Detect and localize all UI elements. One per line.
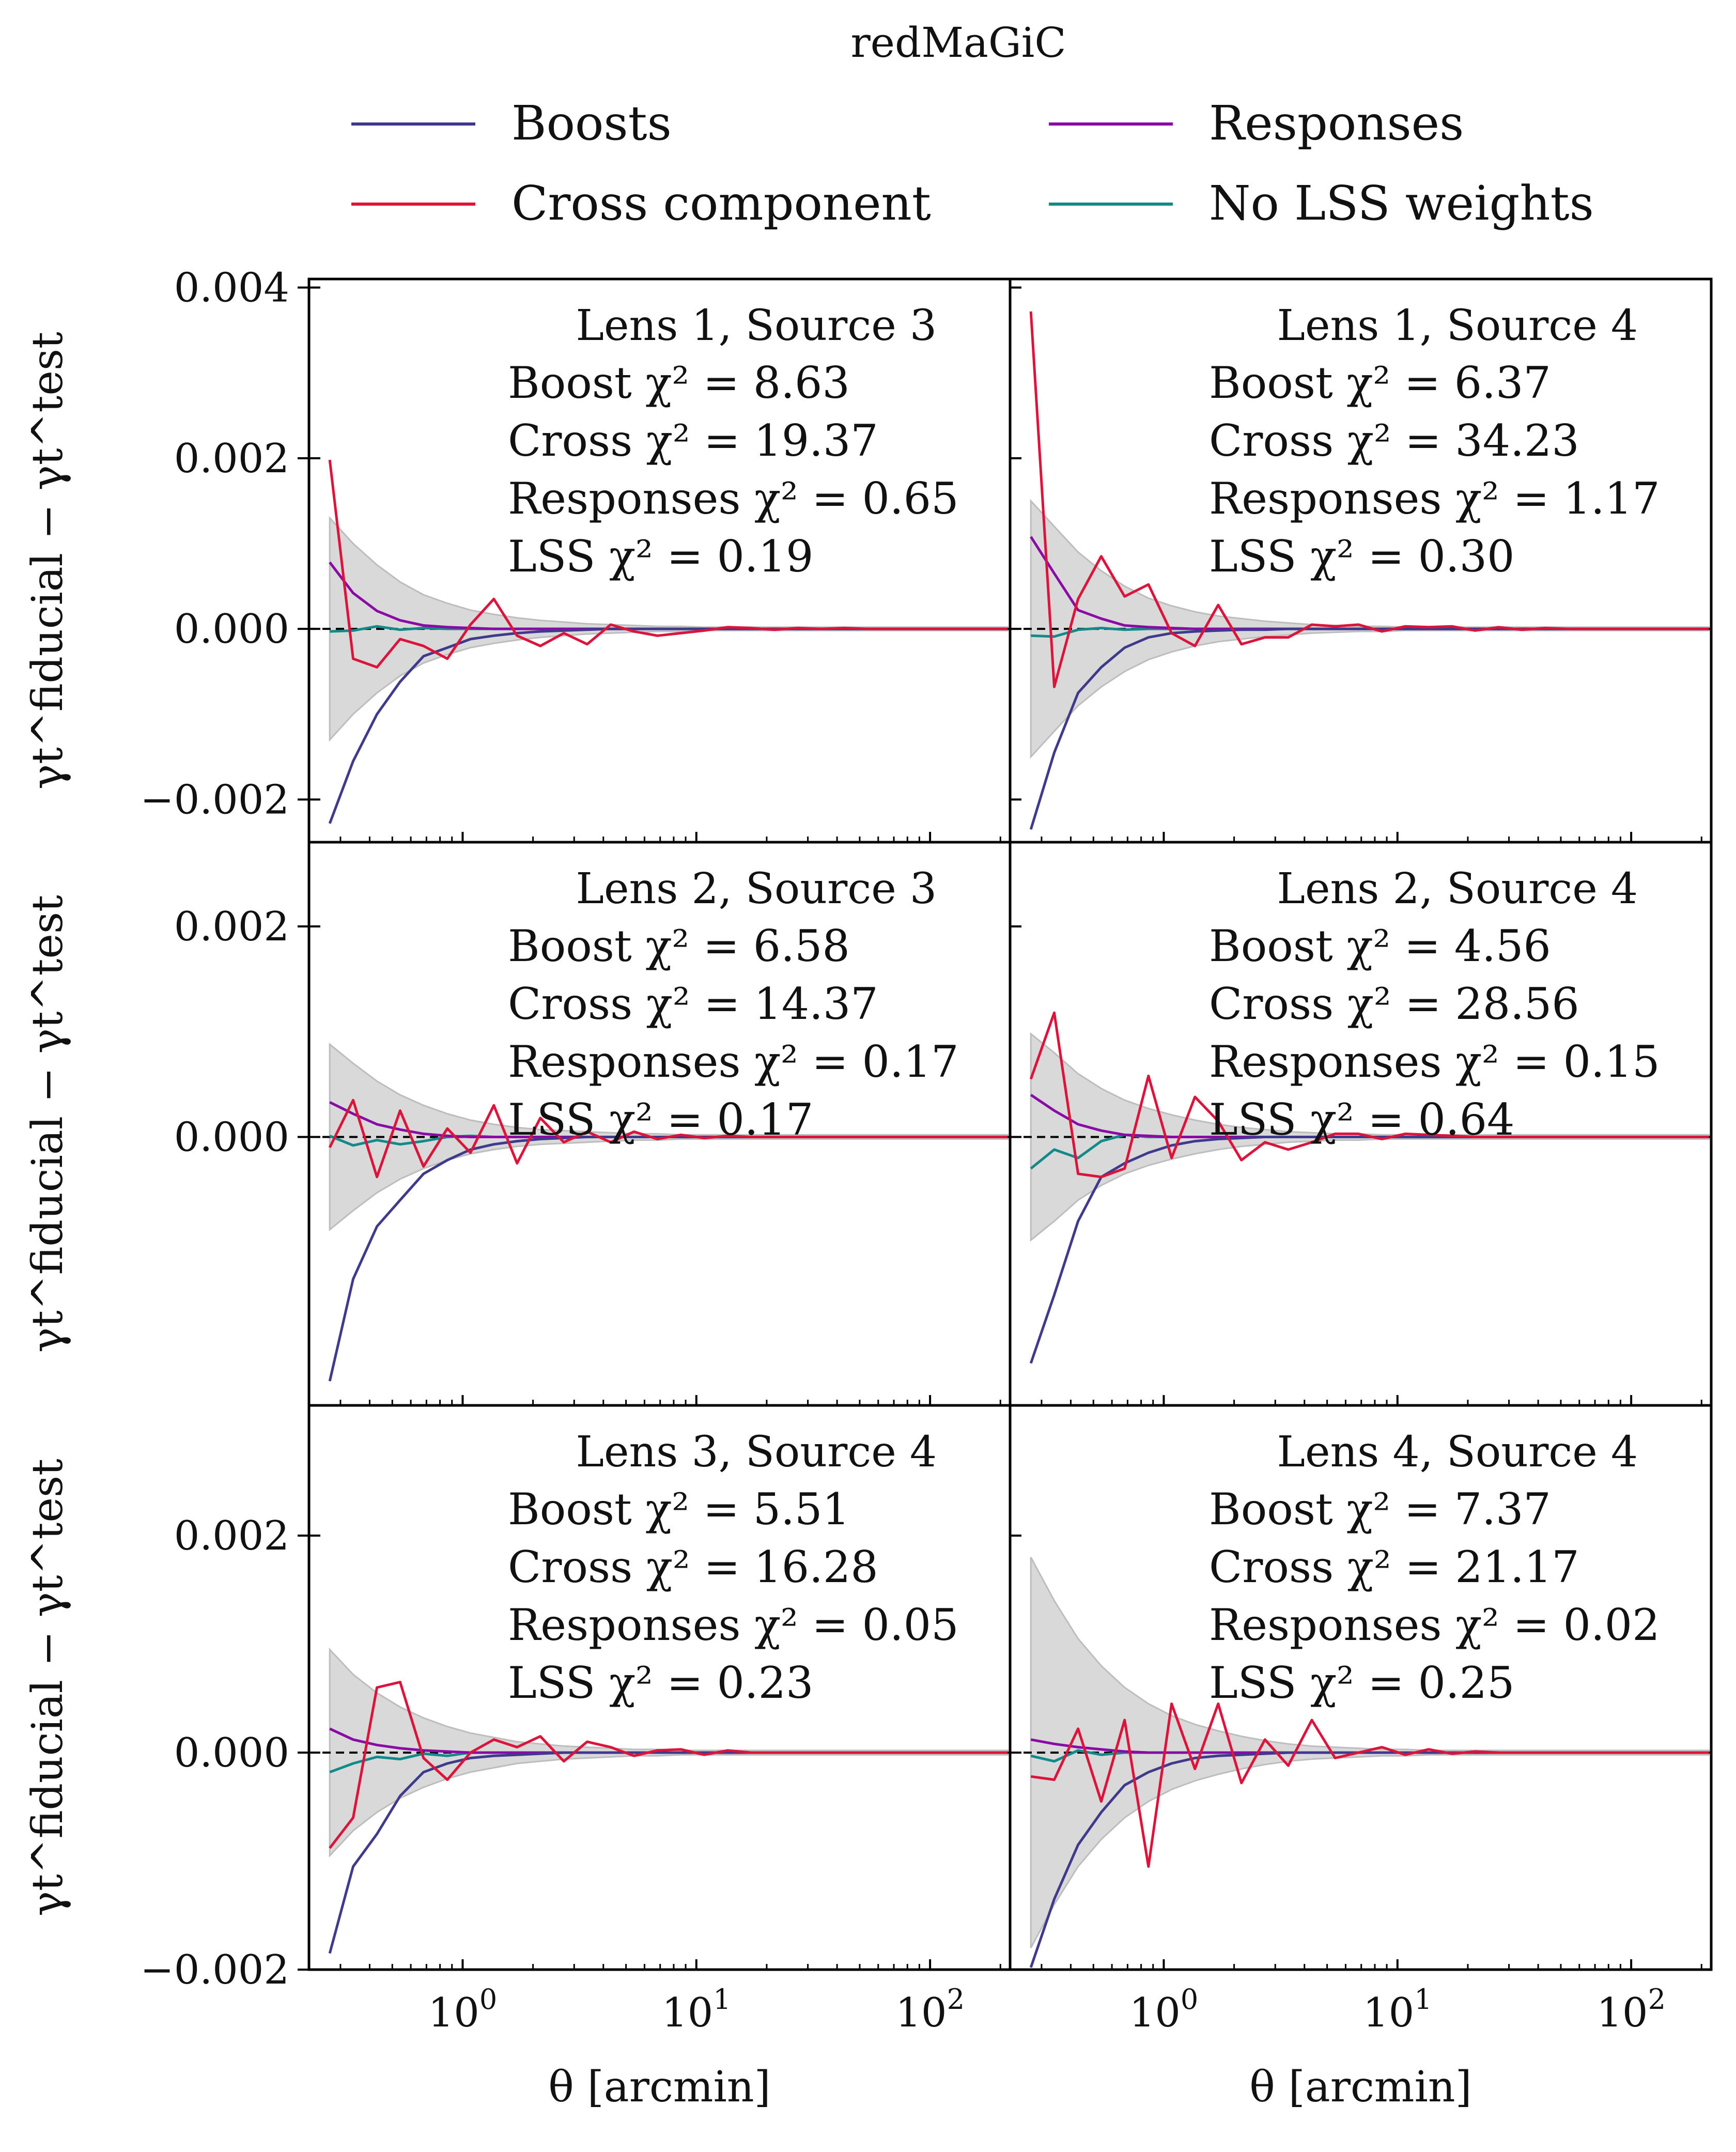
legend-label-lss: No LSS weights	[1209, 176, 1594, 231]
y-axis-title: γt^fiducial − γt^test	[23, 332, 72, 789]
y-tick-label: 0.000	[174, 606, 289, 653]
series-line-cross	[1029, 1011, 1709, 1179]
series-line-cross	[329, 1681, 1008, 1849]
panel-title: Lens 3, Source 4	[576, 1428, 937, 1477]
lss-chi2: LSS χ² = 0.30	[1209, 531, 1515, 582]
series-line-cross	[1030, 1702, 1709, 1868]
panel-1: −0.002 0.000 0.002 0.004 γt^fiducial − γt^te…	[23, 265, 1012, 844]
lss-chi2: LSS χ² = 0.23	[508, 1658, 814, 1708]
y-tick-label: 0.002	[174, 1513, 289, 1559]
x-axis-title: θ [arcmin]	[1249, 2063, 1471, 2112]
y-axis-title: γt^fiducial − γt^test	[23, 1459, 72, 1916]
responses-chi2: Responses χ² = 0.65	[508, 473, 959, 524]
y-tick-label: 0.002	[174, 436, 289, 482]
panel-plot-area	[309, 1043, 1010, 1382]
panel-title: Lens 1, Source 3	[576, 301, 937, 350]
panel-plot-area	[1010, 1557, 1711, 1968]
legend-label-cross: Cross component	[512, 176, 931, 231]
x-tick-exponent: 0	[479, 1983, 497, 2016]
x-tick-base: 10	[428, 1990, 479, 2036]
legend-label-boost: Boosts	[512, 96, 672, 151]
responses-chi2: Responses χ² = 0.17	[508, 1036, 959, 1087]
x-tick-base: 10	[1129, 1990, 1181, 2036]
x-tick-label: 100	[428, 1983, 498, 2036]
lss-chi2: LSS χ² = 0.64	[1209, 1094, 1515, 1145]
cross-chi2: Cross χ² = 28.56	[1209, 979, 1579, 1029]
panel-title: Lens 2, Source 3	[576, 864, 937, 914]
y-tick-label: 0.004	[174, 265, 289, 312]
cross-chi2: Cross χ² = 34.23	[1209, 415, 1579, 466]
lss-chi2: LSS χ² = 0.25	[1209, 1658, 1515, 1708]
lss-chi2: LSS χ² = 0.17	[508, 1094, 814, 1145]
boost-chi2: Boost χ² = 7.37	[1209, 1484, 1551, 1535]
y-tick-label: −0.002	[140, 777, 289, 823]
series-line-cross	[328, 1098, 1008, 1179]
y-axis-title: γt^fiducial − γt^test	[23, 895, 72, 1353]
series-line-cross	[328, 459, 1008, 669]
y-tick-label: −0.002	[140, 1947, 289, 1993]
cross-chi2: Cross χ² = 14.37	[508, 979, 878, 1029]
x-tick-label: 102	[895, 1983, 965, 2036]
legend: Boosts Responses Cross component No LSS …	[351, 96, 1594, 231]
boost-chi2: Boost χ² = 5.51	[508, 1484, 850, 1535]
lss-chi2: LSS χ² = 0.19	[508, 531, 814, 582]
panel-plot-area	[309, 459, 1010, 824]
series-line-boost	[328, 1136, 1008, 1382]
x-tick-base: 10	[662, 1990, 713, 2036]
x-tick-exponent: 2	[1648, 1983, 1666, 2016]
y-tick-label: 0.002	[174, 904, 289, 950]
x-tick-exponent: 1	[713, 1983, 731, 2016]
x-tick-exponent: 2	[947, 1983, 965, 2016]
x-tick-exponent: 0	[1181, 1983, 1198, 2016]
panel-title: Lens 4, Source 4	[1277, 1428, 1638, 1477]
panel-plot-area	[309, 1647, 1010, 1954]
responses-chi2: Responses χ² = 1.17	[1209, 473, 1660, 524]
x-tick-label: 101	[662, 1983, 731, 2036]
panel-plot-area	[1010, 311, 1711, 830]
panel-2: Lens 1, Source 4 Boost χ² = 6.37 Cross χ² …	[1009, 277, 1713, 844]
legend-label-responses: Responses	[1209, 96, 1464, 151]
x-tick-base: 10	[1363, 1990, 1414, 2036]
x-axis-title: θ [arcmin]	[548, 2063, 770, 2112]
x-tick-base: 10	[1597, 1990, 1648, 2036]
boost-chi2: Boost χ² = 6.37	[1209, 358, 1551, 408]
panel-3: 0.000 0.002 γt^fiducial − γt^test Lens 2, S…	[23, 841, 1012, 1407]
boost-chi2: Boost χ² = 8.63	[508, 358, 850, 408]
responses-chi2: Responses χ² = 0.15	[1209, 1036, 1660, 1087]
figure-title: redMaGiC	[850, 19, 1066, 67]
y-tick-label: 0.000	[174, 1114, 289, 1160]
x-tick-label: 102	[1597, 1983, 1666, 2036]
panel-title: Lens 2, Source 4	[1277, 864, 1638, 914]
x-tick-base: 10	[895, 1990, 947, 2036]
responses-chi2: Responses χ² = 0.02	[1209, 1600, 1660, 1650]
x-tick-label: 100	[1129, 1983, 1199, 2036]
x-tick-label: 101	[1363, 1983, 1432, 2036]
x-tick-exponent: 1	[1414, 1983, 1432, 2016]
cross-chi2: Cross χ² = 16.28	[508, 1542, 878, 1592]
panel-4: Lens 2, Source 4 Boost χ² = 4.56 Cross χ² …	[1009, 841, 1713, 1407]
boost-chi2: Boost χ² = 6.58	[508, 921, 850, 971]
panel-plot-area	[1010, 1011, 1711, 1364]
panel-title: Lens 1, Source 4	[1277, 301, 1638, 350]
cross-chi2: Cross χ² = 21.17	[1209, 1542, 1579, 1592]
cross-chi2: Cross χ² = 19.37	[508, 415, 878, 466]
boost-chi2: Boost χ² = 4.56	[1209, 921, 1551, 971]
series-line-cross	[1029, 311, 1709, 688]
responses-chi2: Responses χ² = 0.05	[508, 1600, 959, 1650]
panels-group: −0.002 0.000 0.002 0.004 γt^fiducial − γt^te…	[23, 265, 1713, 2112]
y-tick-label: 0.000	[174, 1730, 289, 1776]
